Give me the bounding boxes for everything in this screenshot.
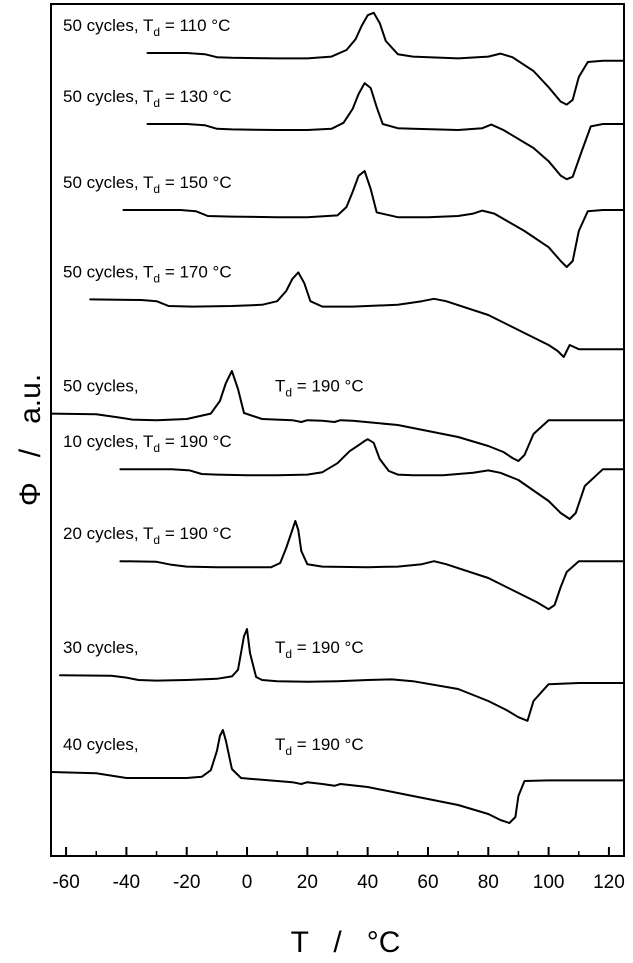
curve-label: 50 cycles, Td = 110 °C bbox=[63, 16, 230, 39]
curve-4 bbox=[89, 271, 625, 358]
curve-label: 10 cycles, Td = 190 °C bbox=[63, 432, 232, 455]
curve-6 bbox=[119, 438, 625, 520]
x-tick-label: -60 bbox=[52, 872, 79, 893]
x-tick-label: 20 bbox=[297, 872, 318, 893]
curve-label-td-sub: d bbox=[153, 441, 160, 455]
curve-label-temp: = 190 °C bbox=[160, 432, 232, 451]
curve-label: 50 cycles, Td = 150 °C bbox=[63, 173, 232, 196]
curve-label-cycles: 50 cycles, bbox=[63, 87, 143, 106]
curve-label-cycles: 50 cycles, bbox=[63, 16, 143, 35]
curve-label-td-sub: d bbox=[153, 182, 160, 196]
curve-label-td-sub: d bbox=[153, 96, 160, 110]
x-tick-label: -40 bbox=[113, 872, 140, 893]
curve-label-td: T bbox=[143, 262, 153, 281]
x-tick-label: 100 bbox=[533, 872, 565, 893]
curve-label: 50 cycles, Td = 170 °C bbox=[63, 262, 232, 285]
curve-label-td: T bbox=[275, 377, 285, 396]
x-tick-label: 40 bbox=[357, 872, 378, 893]
curve-label-td-sub: d bbox=[153, 271, 160, 285]
curve-label-cycles: 10 cycles, bbox=[63, 432, 143, 451]
curve-label-temp: = 170 °C bbox=[160, 262, 232, 281]
curve-label-td-sub: d bbox=[285, 744, 292, 758]
y-axis-label: Φ / a.u. bbox=[14, 374, 47, 506]
curve-9 bbox=[50, 729, 625, 824]
curve-label-td: T bbox=[143, 16, 153, 35]
curve-label-td-sub: d bbox=[285, 647, 292, 661]
curve-label-td: T bbox=[143, 524, 153, 543]
curve-label-td: T bbox=[143, 432, 153, 451]
curve-label-td-sub: d bbox=[153, 533, 160, 547]
curve-label: 50 cycles, Td = 130 °C bbox=[63, 87, 232, 110]
curve-label-temp: = 110 °C bbox=[160, 16, 230, 35]
curve-label-temp: = 190 °C bbox=[292, 377, 364, 396]
curve-label-cycles: 50 cycles, bbox=[63, 377, 139, 396]
curve-label: 20 cycles, Td = 190 °C bbox=[63, 524, 232, 547]
curve-label-cycles: 40 cycles, bbox=[63, 735, 139, 754]
curve-label-td: T bbox=[275, 735, 285, 754]
curve-8 bbox=[59, 628, 625, 722]
curve-label-temp: = 130 °C bbox=[160, 87, 232, 106]
curve-1 bbox=[146, 11, 625, 106]
curve-label: 30 cycles, Td = 190 °C bbox=[63, 638, 364, 661]
curve-3 bbox=[122, 170, 625, 268]
curve-label-temp: = 150 °C bbox=[160, 173, 232, 192]
curve-label-td-sub: d bbox=[285, 386, 292, 400]
x-tick-label: -20 bbox=[173, 872, 200, 893]
curve-label-td: T bbox=[143, 87, 153, 106]
curve-label-cycles: 50 cycles, bbox=[63, 262, 143, 281]
curve-label-td-sub: d bbox=[153, 25, 160, 39]
x-tick-label: 80 bbox=[478, 872, 499, 893]
curve-label-temp: = 190 °C bbox=[292, 735, 364, 754]
x-axis-label: T / °C bbox=[291, 926, 401, 959]
x-tick-label: 0 bbox=[242, 872, 253, 893]
curve-label-cycles: 30 cycles, bbox=[63, 638, 139, 657]
curve-label-temp: = 190 °C bbox=[292, 638, 364, 657]
curve-7 bbox=[119, 520, 625, 611]
x-tick-label: 60 bbox=[417, 872, 438, 893]
curve-label-temp: = 190 °C bbox=[160, 524, 232, 543]
curve-label-cycles: 50 cycles, bbox=[63, 173, 143, 192]
curve-label-td: T bbox=[275, 638, 285, 657]
curve-label: 40 cycles, Td = 190 °C bbox=[63, 735, 364, 758]
x-axis-ticks: -60 -40 -20 0 20 40 60 80 100 120 bbox=[52, 847, 625, 893]
curve-label: 50 cycles, Td = 190 °C bbox=[63, 377, 364, 400]
curve-labels-layer: 50 cycles, Td = 110 °C50 cycles, Td = 13… bbox=[63, 16, 364, 758]
curve-5 bbox=[50, 370, 625, 462]
curve-label-td: T bbox=[143, 173, 153, 192]
curves-layer bbox=[50, 11, 625, 824]
curve-label-cycles: 20 cycles, bbox=[63, 524, 143, 543]
x-tick-label: 120 bbox=[593, 872, 625, 893]
curve-2 bbox=[146, 82, 625, 181]
